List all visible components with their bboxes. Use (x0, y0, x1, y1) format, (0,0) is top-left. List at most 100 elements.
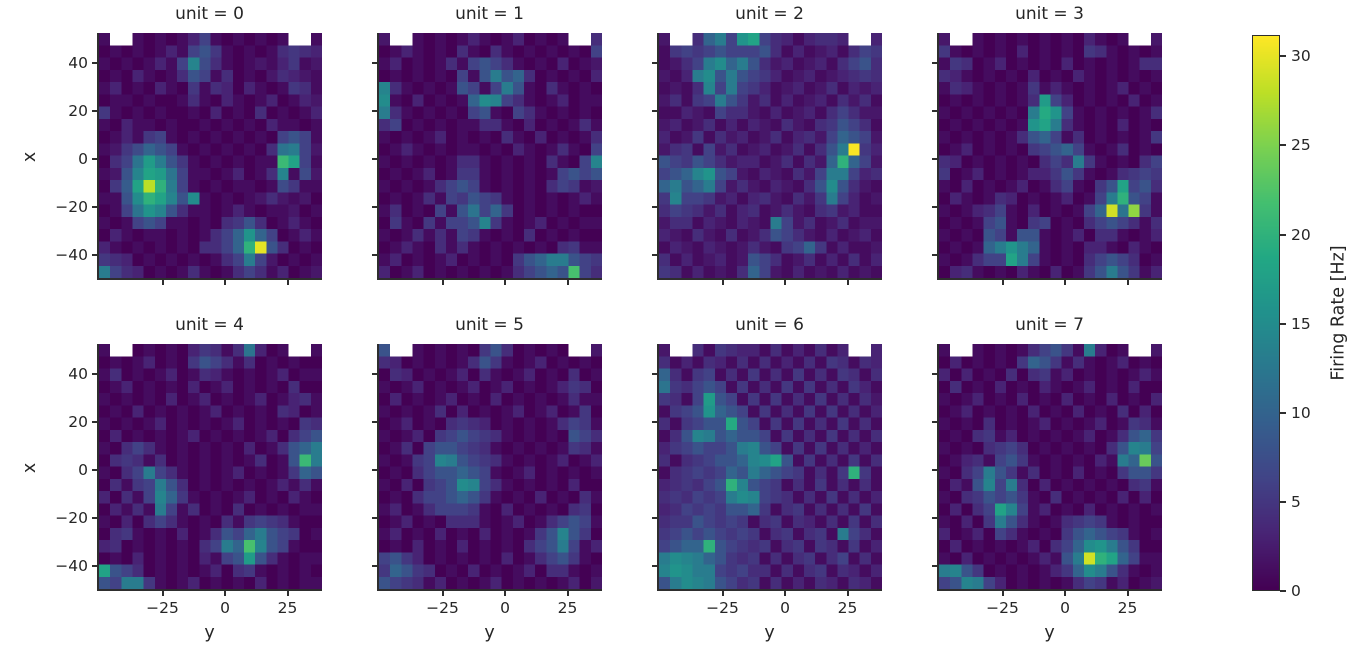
x-tick-mark (1126, 591, 1129, 596)
x-tick-label: −25 (706, 599, 739, 617)
colorbar-tick-label: 30 (1291, 47, 1311, 66)
x-tick-label: −25 (426, 599, 459, 617)
x-tick-mark (784, 591, 786, 596)
colorbar-tick-mark (1280, 500, 1286, 503)
x-tick-mark (846, 280, 849, 285)
x-tick-mark (161, 280, 164, 285)
colorbar-tick-mark (1280, 233, 1286, 236)
x-tick-mark (1126, 280, 1129, 285)
x-tick-mark (504, 280, 506, 285)
colorbar: Firing Rate [Hz] 0 5 10 15 20 25 30 (1252, 35, 1349, 600)
x-tick-mark (1064, 280, 1066, 285)
x-tick-mark (1001, 591, 1004, 596)
y-tick-mark (932, 61, 937, 64)
colorbar-tick-label: 25 (1291, 136, 1311, 155)
colorbar-tick-mark (1280, 144, 1286, 147)
colorbar-axis-label: Firing Rate [Hz] (1328, 35, 1350, 591)
x-axis-label: y (484, 623, 495, 643)
subplot-title: unit = 6 (735, 315, 804, 335)
x-tick-mark (566, 280, 569, 285)
x-tick-mark (504, 591, 506, 596)
x-tick-label: 0 (1060, 599, 1070, 617)
y-tick-mark (92, 565, 97, 567)
y-axis-label: x (19, 344, 41, 591)
x-tick-label: 25 (1117, 599, 1138, 617)
y-tick-label: 40 (68, 53, 88, 72)
y-tick-mark (92, 468, 97, 471)
x-tick-label: 25 (557, 599, 578, 617)
heatmap-axes (657, 344, 882, 591)
subplot-title: unit = 1 (455, 4, 524, 24)
colorbar-gradient (1252, 35, 1280, 591)
x-tick-label: 0 (780, 599, 790, 617)
y-tick-mark (652, 109, 657, 112)
y-tick-mark (92, 516, 97, 519)
x-tick-label: 25 (837, 599, 858, 617)
y-tick-mark (92, 61, 97, 64)
subplot-unit-4: unit = 4 −25 0 25 40 20 0 −20 −40 y x (20, 315, 322, 643)
colorbar-tick-mark (1280, 322, 1286, 325)
x-tick-mark (224, 591, 226, 596)
y-tick-mark (92, 109, 97, 112)
y-tick-mark (652, 516, 657, 519)
heatmap-axes (377, 344, 602, 591)
x-tick-mark (846, 591, 849, 596)
y-axis-label: x (19, 33, 41, 280)
heatmap-axes (377, 33, 602, 280)
y-tick-mark (932, 565, 937, 567)
heatmap-canvas (939, 33, 1162, 278)
x-tick-mark (286, 280, 289, 285)
colorbar-tick-mark (1280, 590, 1286, 592)
y-tick-mark (932, 109, 937, 112)
y-tick-mark (652, 565, 657, 567)
heatmap-canvas (659, 33, 882, 278)
heatmap-canvas (939, 344, 1162, 589)
y-tick-mark (932, 516, 937, 519)
heatmap-canvas (99, 344, 322, 589)
colorbar-tick-label: 15 (1291, 314, 1311, 333)
x-tick-label: −25 (146, 599, 179, 617)
y-tick-mark (652, 61, 657, 64)
y-tick-mark (92, 157, 97, 160)
y-tick-label: −40 (55, 557, 88, 575)
x-tick-mark (721, 280, 724, 285)
x-tick-mark (1001, 280, 1004, 285)
colorbar-tick-mark (1280, 411, 1286, 414)
colorbar-tick-label: 20 (1291, 225, 1311, 244)
colorbar-tick-label: 0 (1291, 582, 1301, 600)
heatmap-canvas (379, 344, 602, 589)
subplot-unit-0: unit = 0 40 20 0 −20 −40 x (20, 4, 322, 285)
subplot-unit-7: unit = 7 −25 0 25 y (932, 315, 1162, 643)
x-axis-label: y (764, 623, 775, 643)
subplot-title: unit = 7 (1015, 315, 1084, 335)
subplot-unit-6: unit = 6 −25 0 25 y (652, 315, 882, 643)
heatmap-canvas (659, 344, 882, 589)
y-tick-mark (372, 565, 377, 567)
subplot-unit-2: unit = 2 (652, 4, 882, 285)
x-tick-mark (784, 280, 786, 285)
y-tick-label: 0 (78, 460, 88, 479)
y-tick-mark (372, 468, 377, 471)
y-tick-mark (932, 205, 937, 208)
heatmap-axes (937, 344, 1162, 591)
y-tick-mark (932, 254, 937, 256)
subplot-title: unit = 5 (455, 315, 524, 335)
heatmap-axes (937, 33, 1162, 280)
colorbar-tick-mark (1280, 55, 1286, 58)
y-tick-label: 0 (78, 149, 88, 168)
x-tick-mark (224, 280, 226, 285)
y-tick-mark (652, 205, 657, 208)
y-tick-mark (92, 205, 97, 208)
x-tick-label: −25 (986, 599, 1019, 617)
y-tick-mark (652, 468, 657, 471)
y-tick-mark (372, 61, 377, 64)
subplot-unit-1: unit = 1 (372, 4, 602, 285)
y-tick-label: 20 (68, 101, 88, 120)
x-axis-label: y (204, 623, 215, 643)
y-tick-mark (372, 205, 377, 208)
subplot-title: unit = 3 (1015, 4, 1084, 24)
y-tick-mark (92, 254, 97, 256)
y-axis-label-text: x (19, 462, 40, 473)
subplot-unit-3: unit = 3 (932, 4, 1162, 285)
